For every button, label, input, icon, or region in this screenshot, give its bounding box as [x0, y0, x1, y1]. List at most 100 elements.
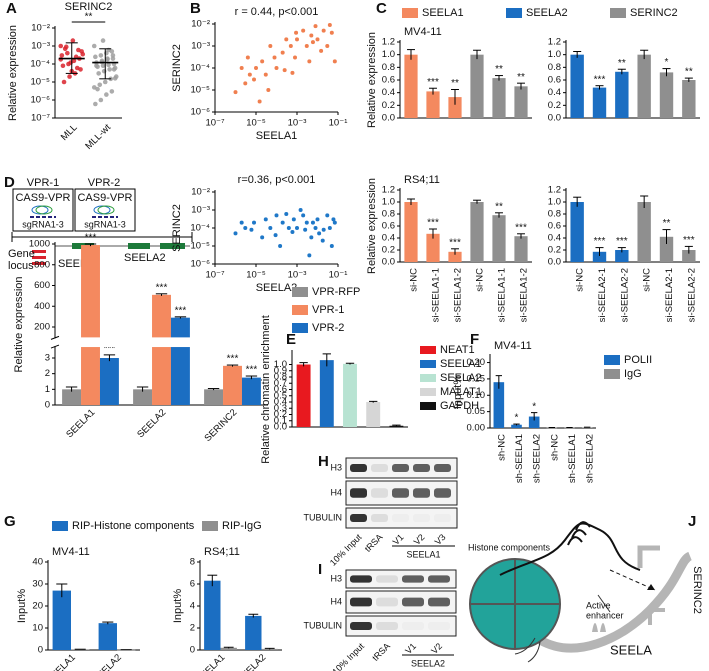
- data-point: [94, 63, 99, 69]
- bar: [682, 250, 696, 262]
- blot-row-label: TUBULIN: [303, 512, 342, 522]
- data-point: [247, 72, 252, 77]
- significance-label: *: [515, 413, 519, 424]
- data-point: [315, 37, 320, 42]
- x-tick-label: SEELA2: [91, 652, 124, 671]
- bar: [492, 215, 506, 262]
- data-point: [59, 53, 65, 58]
- y-tick-label: 0.4: [274, 397, 287, 408]
- data-point: [257, 99, 262, 104]
- y-tick-label: 0.6: [382, 75, 395, 86]
- significance-label: ***: [427, 218, 439, 229]
- data-point: [245, 55, 250, 60]
- y-tick-label: 2: [45, 368, 50, 379]
- x-tick-label: SERINC2: [202, 407, 239, 444]
- x-tick-label: si-SEELA2-1: [597, 268, 608, 322]
- blot-lane-label: V1: [391, 532, 406, 547]
- x-tick-label: 10⁻¹: [329, 270, 348, 281]
- data-point: [96, 71, 101, 76]
- y-tick-label: 0.4: [382, 87, 395, 98]
- bar: [637, 54, 651, 118]
- data-point: [58, 43, 64, 49]
- panel-label: G: [4, 513, 16, 530]
- y-tick-label: 0.4: [548, 233, 561, 244]
- promoter-arrow: [648, 608, 665, 625]
- enhancer-label: Active: [586, 600, 611, 610]
- y-tick-label: 600: [34, 280, 50, 291]
- legend-label: SEELA1: [440, 358, 482, 370]
- bar: [220, 647, 237, 650]
- bar: [592, 87, 607, 118]
- y-tick-label: 1.2: [382, 185, 395, 196]
- data-point: [105, 56, 110, 61]
- bar: [637, 202, 651, 262]
- x-tick-label: sh-SEELA1: [514, 434, 525, 483]
- y-tick-label: 0.0: [548, 257, 561, 268]
- y-tick-label: 0.05: [467, 406, 486, 417]
- y-tick-label: 0.8: [382, 209, 395, 220]
- data-point: [233, 90, 238, 95]
- data-point: [93, 101, 98, 107]
- significance-label: ***: [594, 236, 606, 247]
- construct-box: [74, 188, 136, 232]
- x-tick-label: sh-NC: [549, 434, 560, 461]
- panel-label: B: [190, 0, 201, 17]
- significance-label: ***: [427, 77, 439, 88]
- cas9-icon: [35, 205, 53, 215]
- bar: [511, 424, 522, 428]
- tail: [514, 637, 541, 663]
- significance-label: *: [532, 401, 536, 412]
- data-point: [290, 70, 295, 75]
- y-tick-label: 0.20: [467, 357, 486, 368]
- bar: [241, 377, 261, 405]
- data-point: [310, 220, 315, 225]
- y-tick-label: 10: [32, 623, 43, 634]
- y-axis-label: Relative expression: [366, 32, 378, 128]
- x-tick-label: SEELA2: [235, 652, 268, 671]
- legend-swatch: [292, 287, 308, 297]
- significance-label: **: [618, 58, 626, 69]
- blot-row-label: H4: [330, 596, 342, 606]
- y-tick-label: 4: [190, 601, 195, 612]
- blot-band: [371, 488, 388, 498]
- data-point: [252, 220, 257, 225]
- y-tick-label: 40: [32, 557, 43, 568]
- legend-label: SEELA1: [422, 7, 464, 19]
- x-tick-label: si-NC: [409, 268, 420, 292]
- data-point: [274, 66, 279, 70]
- y-tick-label: 10⁻⁴: [190, 223, 210, 234]
- y-tick-label: 1.2: [382, 37, 395, 48]
- legend-swatch: [292, 323, 308, 333]
- x-tick-label: SEELA1: [64, 407, 97, 440]
- significance-label: ***: [104, 344, 116, 355]
- significance-label: ***: [683, 235, 695, 246]
- lncrna-loop: [567, 521, 591, 546]
- data-point: [68, 60, 73, 65]
- legend-swatch: [292, 305, 308, 315]
- bar: [296, 364, 311, 427]
- data-point: [304, 44, 309, 48]
- x-axis-label: SEELA2: [256, 282, 298, 294]
- data-point: [327, 226, 332, 230]
- cas9-icon: [97, 205, 115, 215]
- y-tick-label: 30: [32, 579, 43, 590]
- y-tick-label: 10⁻⁵: [30, 77, 50, 88]
- blot-band: [350, 597, 372, 607]
- construct-name: VPR-2: [88, 177, 120, 189]
- data-point: [109, 89, 115, 94]
- y-tick-label: 1.2: [548, 37, 561, 48]
- bar: [615, 250, 629, 262]
- y-tick-label: 400: [34, 301, 50, 312]
- blot-row-label: H3: [330, 462, 342, 472]
- y-tick-label: 0.00: [467, 423, 486, 434]
- blot-band: [434, 488, 451, 498]
- legend-label: SERINC2: [630, 7, 678, 19]
- data-point: [288, 44, 293, 48]
- y-tick-label: 0.4: [382, 233, 395, 244]
- data-point: [325, 44, 330, 48]
- bar: [426, 233, 440, 262]
- x-tick-label: si-SEELA2-2: [619, 268, 630, 322]
- guide-label: sgRNA1-3: [22, 219, 64, 229]
- blot-band: [350, 514, 367, 522]
- bar: [592, 251, 607, 262]
